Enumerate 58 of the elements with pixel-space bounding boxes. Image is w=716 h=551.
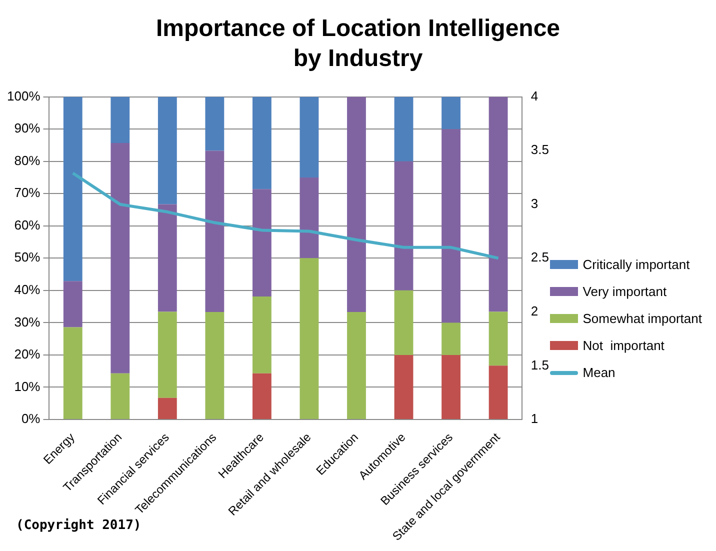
bar	[252, 296, 272, 374]
y2-tick-label: 3.5	[530, 142, 550, 158]
bar	[205, 96, 224, 151]
bar	[394, 161, 414, 290]
chart-title: Importance of Location Intelligence by Industry	[154, 14, 562, 74]
bar	[442, 96, 460, 130]
bar	[205, 150, 224, 312]
bar	[394, 354, 414, 420]
bar	[347, 96, 366, 312]
bar	[252, 373, 272, 420]
y-tick-label: 80%	[14, 152, 41, 168]
legend-label: Somewhat important	[582, 310, 702, 328]
y-tick-label: 90%	[14, 120, 41, 136]
y-tick-label: 0%	[21, 411, 41, 426]
bar	[205, 312, 224, 420]
bar	[252, 189, 272, 297]
bar	[63, 327, 82, 420]
bar	[394, 290, 414, 355]
y2-tick-label: 1	[530, 411, 538, 426]
bar	[488, 366, 508, 420]
legend-label: Mean	[582, 364, 616, 382]
bar	[442, 322, 460, 355]
bar	[158, 312, 177, 398]
y-tick-label: 60%	[14, 217, 41, 232]
legend-label: Very important	[582, 283, 668, 301]
bar	[158, 204, 177, 312]
y2-tick-label: 2.5	[530, 250, 550, 265]
y-tick-label: 100%	[7, 88, 41, 104]
y-tick-label: 30%	[14, 314, 41, 330]
legend-label: Critically important	[582, 256, 691, 274]
y2-tick-label: 4	[530, 88, 538, 104]
y2-tick-label: 1.5	[530, 357, 550, 372]
bar	[110, 373, 130, 420]
legend-label: Not important	[582, 337, 666, 355]
bar	[488, 312, 508, 366]
bar	[300, 96, 319, 178]
y-tick-label: 10%	[14, 378, 41, 394]
bar	[158, 96, 177, 204]
y-tick-label: 40%	[14, 282, 41, 298]
bar	[300, 177, 319, 258]
y2-tick-label: 2	[530, 304, 538, 319]
bar	[347, 312, 366, 420]
bar	[63, 96, 82, 282]
y-tick-label: 70%	[14, 185, 41, 200]
bar	[442, 129, 460, 323]
y-tick-label: 50%	[14, 250, 41, 265]
bar	[442, 354, 460, 420]
y2-tick-label: 3	[530, 196, 538, 211]
bar	[110, 96, 130, 143]
y-tick-label: 20%	[14, 346, 41, 362]
bar	[300, 258, 319, 420]
bar	[488, 96, 508, 312]
bar	[63, 281, 82, 328]
text: (Copyright 2017)	[16, 518, 142, 533]
bar	[158, 398, 177, 420]
bar	[394, 96, 414, 162]
bar	[110, 142, 130, 374]
bar	[252, 96, 272, 190]
